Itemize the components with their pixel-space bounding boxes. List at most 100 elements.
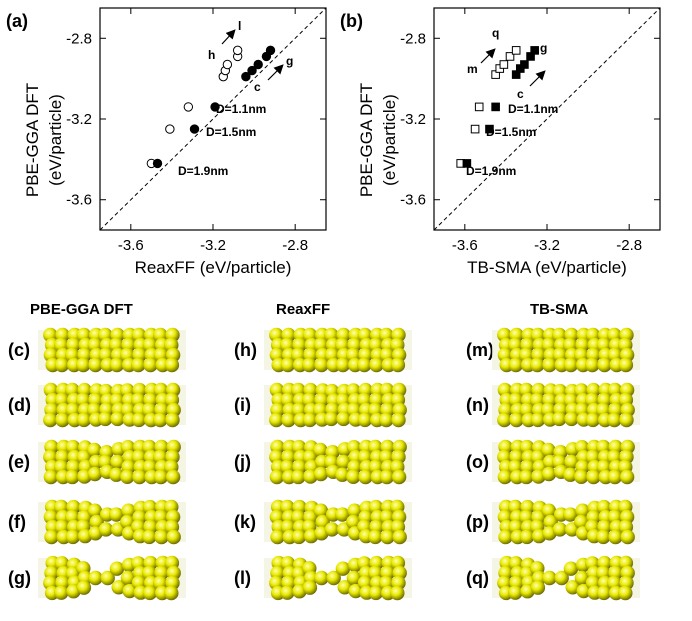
nanowire-snapshot (38, 439, 186, 485)
atom (120, 514, 135, 530)
atom (98, 522, 114, 537)
atom (324, 411, 339, 427)
atom (380, 529, 395, 545)
atom (563, 357, 579, 373)
nanowire-snapshot (38, 555, 186, 601)
nanowire-snapshot (492, 327, 640, 373)
data-point-filled (189, 124, 200, 134)
data-point-open (505, 52, 515, 61)
snapshot-label: (h) (234, 340, 257, 360)
panel-b-points (456, 46, 539, 168)
wire-end-right (630, 558, 640, 598)
atom (596, 585, 612, 601)
atom (336, 454, 351, 470)
annot-b-d19: D=1.9nm (466, 164, 516, 178)
atom (110, 454, 125, 470)
data-point-filled (520, 60, 529, 69)
atom (608, 529, 623, 545)
wire-end-right (402, 385, 412, 425)
wire-end-left (492, 442, 502, 482)
atom (530, 357, 545, 373)
atom (586, 469, 601, 485)
atom (109, 507, 124, 522)
nanowire-snapshot (492, 555, 640, 601)
wire-end-left (38, 558, 48, 598)
atom (54, 585, 69, 600)
atom (619, 469, 635, 485)
annot-b-c: c (517, 87, 524, 101)
atom (291, 529, 307, 545)
wire-end-left (38, 502, 48, 542)
annot-b-q: q (492, 26, 499, 40)
atom (43, 412, 58, 428)
atom (335, 467, 350, 482)
y-tick-label: -3.2 (400, 111, 426, 128)
wire-end-right (630, 330, 640, 370)
arrow-a-g (267, 64, 284, 81)
arrow-b-q (480, 48, 496, 64)
atom (313, 503, 329, 518)
atom (302, 357, 317, 373)
atom (391, 469, 407, 485)
atom (574, 570, 590, 586)
y-tick-label: -3.2 (66, 111, 92, 128)
atom (619, 412, 634, 428)
arrow-b-g (529, 70, 546, 87)
data-point-open (499, 60, 509, 69)
panel-b-ylabel-line1: PBE-GGA DFT (357, 83, 376, 197)
atom (585, 412, 601, 428)
wire-end-left (264, 385, 274, 425)
atom (508, 357, 524, 373)
annot-b-g: g (540, 41, 547, 55)
annot-a-c: c (254, 80, 261, 94)
wire-end-left (492, 330, 502, 370)
atom (166, 529, 181, 545)
atom (326, 570, 341, 586)
atom (379, 412, 394, 428)
atom (111, 580, 126, 595)
data-point-filled (210, 102, 220, 112)
atom (346, 469, 361, 484)
atom (165, 469, 181, 485)
atom (269, 412, 284, 428)
data-point-open (165, 124, 175, 134)
wire-end-left (264, 330, 274, 370)
atom (379, 469, 395, 485)
panel-a-label: (a) (6, 11, 28, 31)
data-point-filled (485, 124, 494, 134)
panel-a-ticks: -3.6 -3.2 -2.8 -2.8 -3.2 -3.6 (66, 8, 326, 254)
nanowire-snapshot (264, 382, 412, 428)
wire-end-right (630, 502, 640, 542)
atom (142, 529, 157, 545)
data-point-open (511, 46, 521, 55)
atom (121, 503, 136, 518)
atom (618, 585, 633, 601)
atom (335, 507, 350, 522)
atom (55, 412, 70, 428)
wire-end-right (402, 442, 412, 482)
annot-a-d11: D=1.1nm (216, 102, 266, 116)
data-point-filled (247, 65, 257, 76)
atom (597, 357, 612, 373)
y-tick-label: -2.8 (400, 30, 426, 47)
data-point-open (232, 45, 243, 56)
annot-a-l: l (238, 19, 241, 33)
atom (324, 522, 340, 537)
atom (391, 412, 406, 428)
wire-end-right (176, 502, 186, 542)
nanowire-snapshot (38, 499, 186, 545)
atom (314, 570, 329, 586)
atom (153, 469, 169, 485)
atom (143, 357, 158, 373)
atom (337, 580, 352, 595)
atom (541, 503, 557, 518)
atom (109, 467, 124, 482)
snapshot-label: (l) (234, 568, 251, 588)
wire-end-right (402, 502, 412, 542)
data-point-filled (253, 59, 263, 70)
panel-a-xlabel: ReaxFF (eV/particle) (135, 258, 292, 277)
atom (302, 580, 318, 595)
y-tick-label: -3.6 (66, 192, 92, 209)
atom (131, 357, 146, 373)
atom (576, 583, 591, 599)
